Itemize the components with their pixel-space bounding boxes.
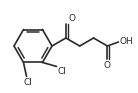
Text: O: O bbox=[68, 14, 75, 23]
Text: Cl: Cl bbox=[23, 78, 32, 87]
Text: Cl: Cl bbox=[58, 67, 66, 76]
Text: O: O bbox=[104, 61, 111, 70]
Text: OH: OH bbox=[119, 37, 133, 46]
